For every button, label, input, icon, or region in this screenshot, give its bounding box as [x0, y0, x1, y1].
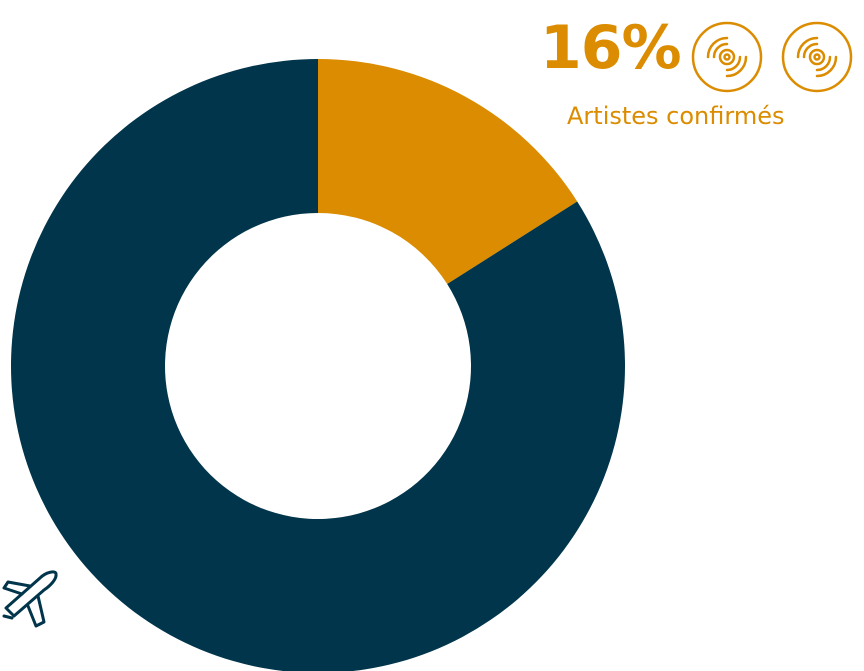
donut-slice-confirmed-artists — [318, 59, 578, 285]
donut-slice-remainder — [11, 59, 625, 671]
airplane-icon — [2, 570, 58, 628]
confirmed-artists-percentage: 16% — [540, 13, 682, 83]
confirmed-artists-label: Artistes confirmés — [567, 102, 785, 130]
vinyl-disc-icon — [781, 21, 853, 93]
vinyl-disc-icon — [691, 21, 763, 93]
